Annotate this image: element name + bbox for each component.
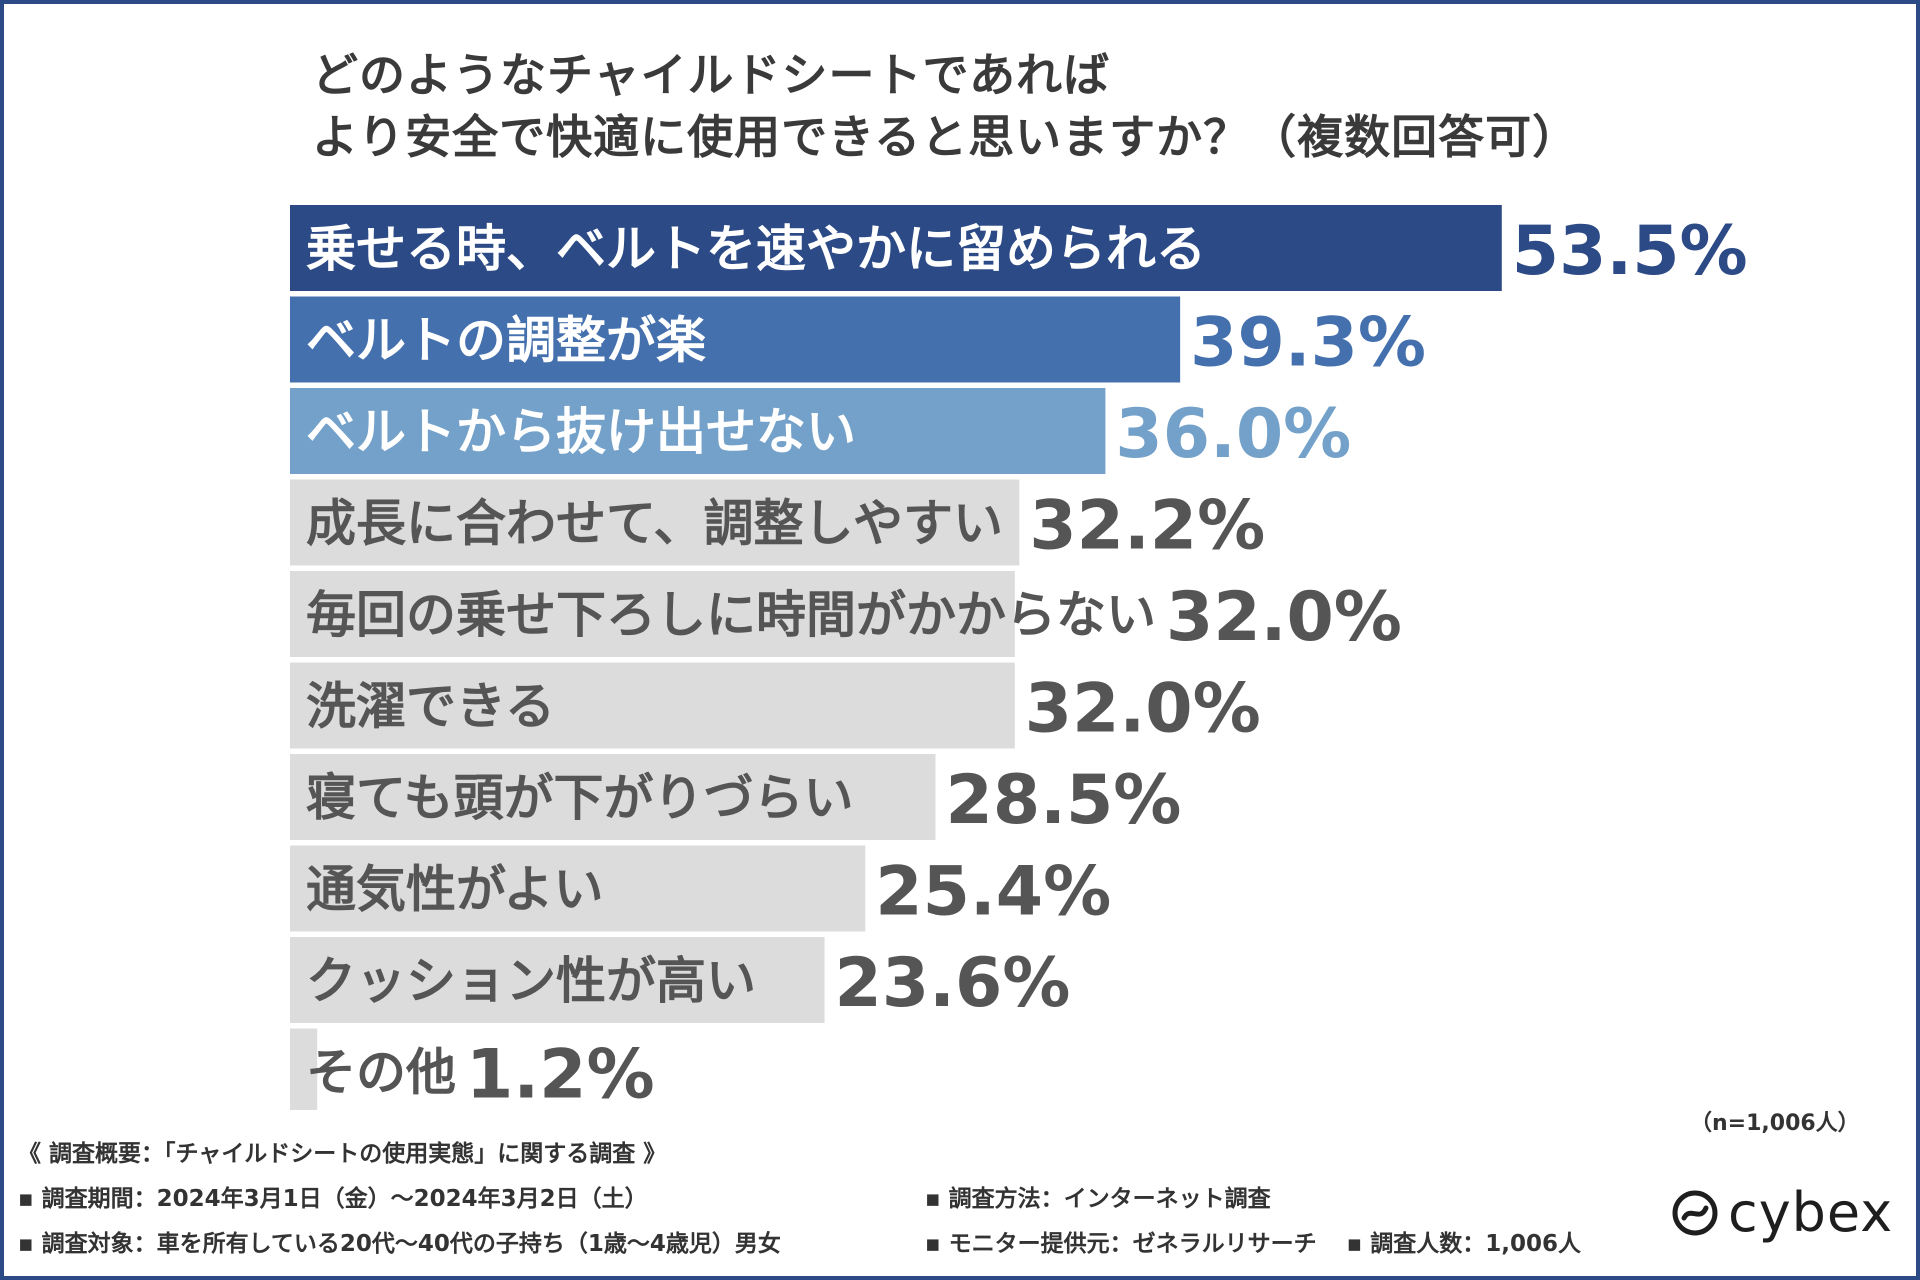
value-label-8: 25.4% (875, 853, 1111, 932)
survey-method: ▪ 調査方法：インターネット調査 (925, 1186, 1271, 1212)
brand-logo: cybex (1670, 1186, 1893, 1240)
bar-5 (290, 571, 1015, 657)
bar-7 (290, 754, 936, 840)
bar-8 (290, 845, 866, 932)
survey-provider-and-count: ▪ モニター提供元：ゼネラルリサーチ ▪ 調査人数：1,006人 (925, 1222, 1581, 1267)
survey-target: ▪ 調査対象：車を所有している20代～40代の子持ち（1歳～4歳児）男女 (18, 1231, 781, 1257)
bar-2 (290, 296, 1181, 383)
bar-6 (290, 662, 1015, 749)
value-label-3: 36.0% (1115, 395, 1351, 474)
sample-size-note: （n=1,006人） (1690, 1111, 1860, 1136)
survey-period: ▪ 調査期間：2024年3月1日（金）～2024年3月2日（土） (18, 1186, 648, 1212)
survey-overview: 《 調査概要：「チャイルドシートの使用実態」に関する調査 》 ▪ 調査期間：20… (18, 1132, 781, 1267)
survey-details: ▪ 調査方法：インターネット調査 ▪ モニター提供元：ゼネラルリサーチ ▪ 調査人… (925, 1177, 1581, 1267)
chart-title: どのようなチャイルドシートであれば より安全で快適に使用できると思いますか？（複… (312, 44, 1579, 168)
chart-title-line2: より安全で快適に使用できると思いますか？（複数回答可） (312, 110, 1580, 164)
chart-title-line1: どのようなチャイルドシートであれば (312, 48, 1111, 102)
survey-overview-title: 《 調査概要：「チャイルドシートの使用実態」に関する調査 》 (18, 1141, 667, 1167)
category-label-10: その他 (306, 1044, 456, 1102)
value-label-9: 23.6% (835, 944, 1071, 1023)
value-label-6: 32.0% (1025, 670, 1261, 749)
value-label-4: 32.2% (1029, 487, 1265, 566)
bar-10 (290, 1028, 318, 1110)
value-label-10: 1.2% (466, 1036, 655, 1111)
cybex-logo-icon (1672, 1190, 1718, 1236)
survey-count: ▪ 調査人数：1,006人 (1346, 1231, 1581, 1257)
bar-3 (290, 388, 1106, 474)
value-label-2: 39.3% (1190, 304, 1426, 383)
brand-name: cybex (1728, 1181, 1894, 1244)
bar-9 (290, 937, 825, 1023)
bar-chart: 乗せる時、ベルトを速やかに留められる 53.5% ベルトの調整が楽 39.3% ベルトか… (290, 205, 1748, 1111)
value-label-5: 32.0% (1166, 578, 1402, 657)
category-label-7: 寝ても頭が下がりづらい (306, 769, 854, 827)
category-label-5: 毎回の乗せ下ろしに時間がかからない (306, 586, 1156, 644)
value-label-1: 53.5% (1512, 212, 1748, 291)
category-label-2: ベルトの調整が楽 (306, 312, 706, 370)
category-label-4: 成長に合わせて、調整しやすい (306, 495, 1003, 553)
bar-1 (290, 205, 1502, 291)
category-label-1: 乗せる時、ベルトを速やかに留められる (306, 220, 1206, 278)
value-label-7: 28.5% (946, 761, 1182, 840)
bar-4 (290, 479, 1020, 566)
category-label-9: クッション性が高い (306, 952, 756, 1010)
category-label-6: 洗濯できる (306, 678, 555, 736)
survey-provider: ▪ モニター提供元：ゼネラルリサーチ (925, 1231, 1317, 1257)
category-label-8: 通気性がよい (306, 861, 604, 919)
category-label-3: ベルトから抜け出せない (306, 403, 856, 461)
